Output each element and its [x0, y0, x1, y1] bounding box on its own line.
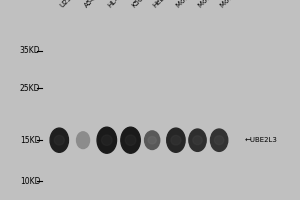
Text: ←UBE2L3: ←UBE2L3: [244, 137, 277, 143]
Text: Mouse skeletal muscle: Mouse skeletal muscle: [219, 0, 279, 9]
Ellipse shape: [121, 127, 140, 153]
Text: HL-60: HL-60: [107, 0, 125, 9]
Text: Mouse brain: Mouse brain: [197, 0, 232, 9]
Ellipse shape: [50, 128, 68, 152]
Text: U251: U251: [59, 0, 76, 9]
Ellipse shape: [97, 127, 116, 153]
Text: 15KD: 15KD: [20, 136, 40, 145]
Text: Mouse testis: Mouse testis: [176, 0, 211, 9]
Ellipse shape: [148, 136, 156, 144]
Ellipse shape: [211, 129, 228, 151]
Text: HeLa: HeLa: [152, 0, 169, 9]
Text: 10KD: 10KD: [20, 177, 40, 186]
Ellipse shape: [125, 135, 136, 145]
Ellipse shape: [214, 136, 224, 145]
Ellipse shape: [101, 135, 112, 145]
Ellipse shape: [189, 129, 206, 151]
Ellipse shape: [54, 135, 64, 145]
Ellipse shape: [171, 135, 181, 145]
Text: 35KD: 35KD: [20, 46, 40, 55]
Text: 25KD: 25KD: [20, 84, 40, 93]
Text: A549: A549: [83, 0, 100, 9]
Ellipse shape: [167, 128, 185, 152]
Ellipse shape: [76, 132, 89, 149]
Ellipse shape: [145, 131, 160, 150]
Text: K562: K562: [130, 0, 147, 9]
Ellipse shape: [193, 136, 202, 145]
